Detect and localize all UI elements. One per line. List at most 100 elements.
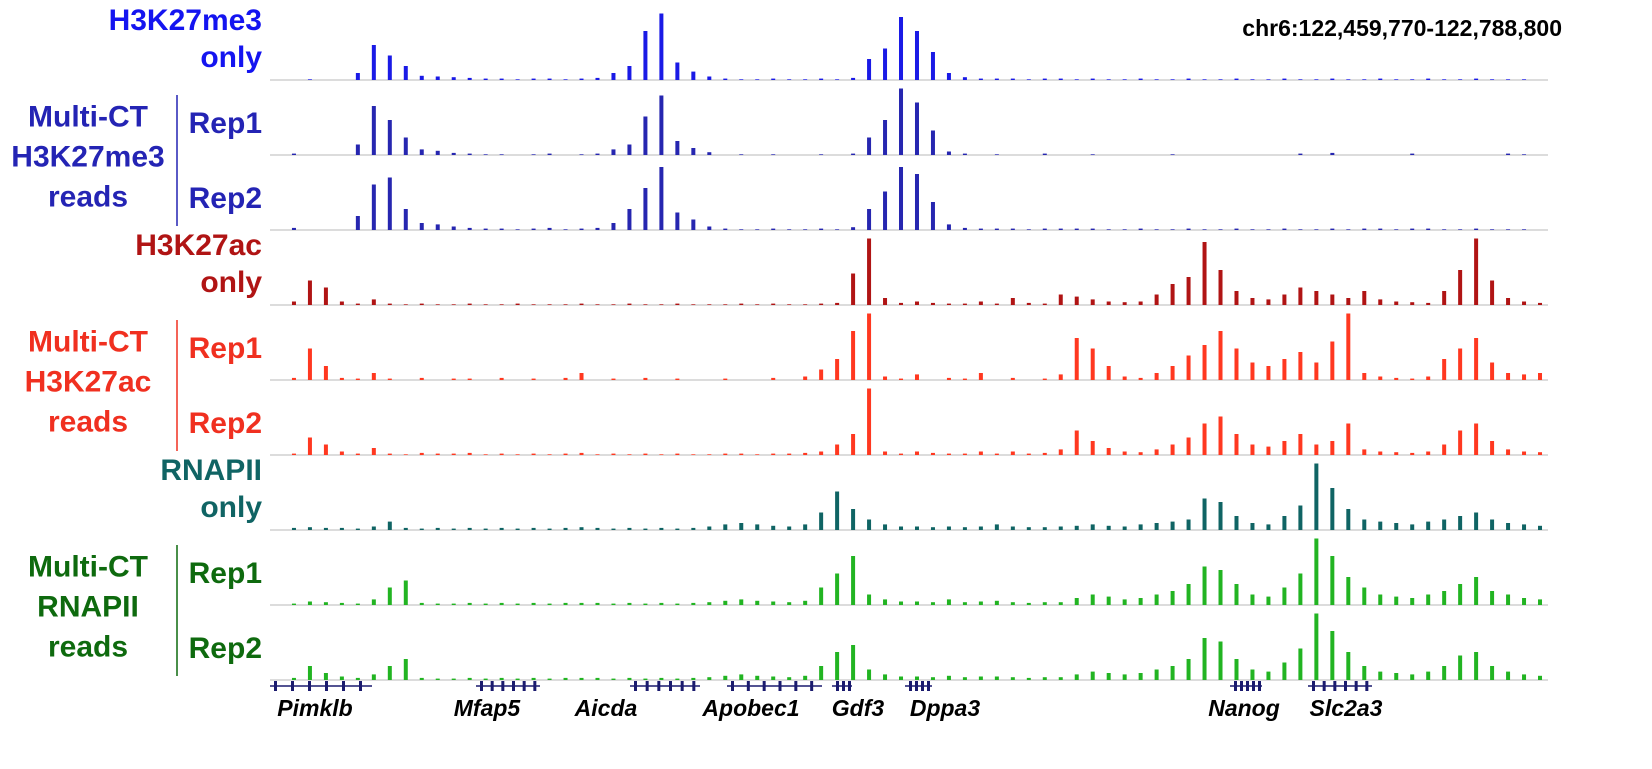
signal-bar xyxy=(1538,675,1543,680)
signal-bar xyxy=(419,452,424,455)
signal-bar xyxy=(1154,229,1159,230)
group-label: Multi-CT xyxy=(28,326,148,359)
signal-bar xyxy=(1090,441,1095,455)
signal-bar xyxy=(291,227,296,230)
signal-bar xyxy=(930,52,935,80)
signal-bar xyxy=(1522,229,1527,230)
signal-bar xyxy=(1506,594,1511,605)
signal-bar xyxy=(723,524,728,530)
signal-bar xyxy=(547,227,552,230)
signal-bar xyxy=(1026,229,1031,230)
signal-bar xyxy=(323,444,328,455)
gene-exon xyxy=(325,681,328,691)
signal-bar xyxy=(1218,331,1223,380)
signal-bar xyxy=(611,73,616,80)
signal-bar xyxy=(1426,451,1431,455)
signal-bar xyxy=(691,677,696,680)
signal-bar xyxy=(1538,452,1543,455)
signal-bar xyxy=(771,676,776,680)
signal-bar xyxy=(867,519,872,530)
signal-bar xyxy=(819,303,824,305)
signal-bar xyxy=(371,45,376,80)
signal-bar xyxy=(1506,79,1511,80)
signal-bar xyxy=(499,304,504,305)
signal-bar xyxy=(1026,527,1031,530)
signal-bar xyxy=(371,184,376,230)
signal-bar xyxy=(403,137,408,155)
signal-bar xyxy=(1154,79,1159,80)
gene-exon xyxy=(778,681,782,691)
signal-bar xyxy=(675,62,680,80)
signal-bar xyxy=(1298,573,1303,605)
signal-bar xyxy=(851,556,856,605)
signal-bar xyxy=(691,454,696,455)
signal-bar xyxy=(883,191,888,230)
signal-bar xyxy=(962,527,967,530)
signal-bar xyxy=(467,452,472,455)
signal-bar xyxy=(563,453,568,455)
signal-bar xyxy=(643,188,648,230)
signal-bar xyxy=(467,378,472,380)
signal-bar xyxy=(1090,154,1095,155)
signal-bar xyxy=(755,675,760,680)
signal-bar xyxy=(707,76,712,80)
signal-bar xyxy=(1522,451,1527,455)
signal-bar xyxy=(1154,373,1159,380)
signal-bar xyxy=(1458,655,1463,680)
signal-bar xyxy=(1186,277,1191,305)
gene-exon xyxy=(746,681,750,691)
signal-bar xyxy=(1474,338,1479,380)
group-label: RNAPII xyxy=(37,591,139,624)
signal-bar xyxy=(307,79,312,80)
signal-bar xyxy=(1106,596,1111,605)
signal-bar xyxy=(1346,313,1351,380)
signal-bar xyxy=(1186,355,1191,380)
signal-bar xyxy=(883,524,888,530)
signal-bar xyxy=(1314,229,1319,230)
signal-bar xyxy=(595,227,600,230)
signal-bar xyxy=(611,304,616,305)
signal-bar xyxy=(1522,598,1527,605)
signal-bar xyxy=(1090,348,1095,380)
signal-bar xyxy=(371,599,376,605)
signal-bar xyxy=(739,303,744,305)
signal-bar xyxy=(755,229,760,230)
signal-bar xyxy=(1218,270,1223,305)
signal-bar xyxy=(1394,452,1399,455)
signal-bar xyxy=(1330,78,1335,80)
signal-bar xyxy=(387,587,392,605)
signal-bar xyxy=(531,304,536,305)
signal-bar xyxy=(1458,516,1463,530)
signal-bar xyxy=(467,227,472,230)
signal-bar xyxy=(771,303,776,305)
signal-bar xyxy=(547,528,552,530)
signal-bar xyxy=(339,301,344,305)
signal-bar xyxy=(307,280,312,305)
signal-bar xyxy=(914,601,919,605)
signal-bar xyxy=(1346,423,1351,455)
signal-bar xyxy=(755,454,760,455)
signal-bar xyxy=(787,453,792,455)
signal-bar xyxy=(499,78,504,80)
signal-bar xyxy=(1042,602,1047,605)
signal-bar xyxy=(1138,78,1143,80)
signal-bar xyxy=(1218,416,1223,455)
signal-bar xyxy=(1042,378,1047,380)
signal-bar xyxy=(1298,352,1303,380)
signal-bar xyxy=(371,674,376,680)
signal-bar xyxy=(851,77,856,80)
signal-bar xyxy=(371,299,376,305)
signal-bar xyxy=(1394,523,1399,530)
signal-bar xyxy=(1458,584,1463,605)
signal-bar xyxy=(419,377,424,380)
signal-bar xyxy=(1122,599,1127,605)
signal-bar xyxy=(339,377,344,380)
signal-bar xyxy=(435,304,440,305)
signal-bar xyxy=(771,78,776,80)
signal-bar xyxy=(659,95,664,155)
signal-bar xyxy=(1522,374,1527,380)
signal-bar xyxy=(962,153,967,155)
signal-bar xyxy=(611,223,616,230)
signal-bar xyxy=(883,599,888,605)
signal-bar xyxy=(1538,525,1543,530)
